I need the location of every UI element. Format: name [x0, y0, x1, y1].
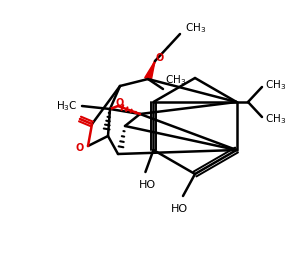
- Text: HO: HO: [139, 180, 156, 190]
- Text: HO: HO: [170, 204, 188, 214]
- Text: O: O: [156, 53, 164, 63]
- Polygon shape: [145, 61, 155, 80]
- Text: O: O: [116, 98, 124, 108]
- Text: CH$_3$: CH$_3$: [185, 21, 206, 35]
- Text: CH$_3$: CH$_3$: [265, 78, 286, 92]
- Text: CH$_3$: CH$_3$: [165, 73, 186, 87]
- Text: CH$_3$: CH$_3$: [265, 112, 286, 126]
- Text: O: O: [76, 143, 84, 153]
- Text: H$_3$C: H$_3$C: [56, 99, 78, 113]
